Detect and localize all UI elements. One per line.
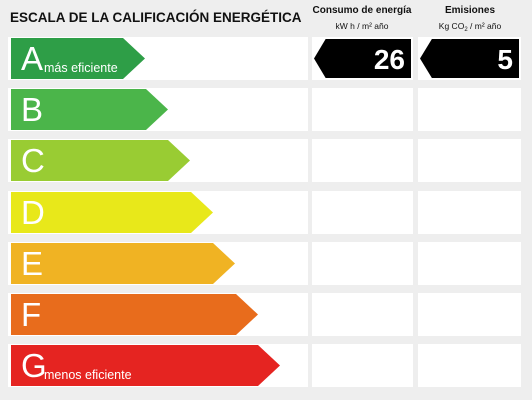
class-letter: F — [21, 296, 42, 333]
energy-cell-f — [312, 293, 413, 336]
label-title: ESCALA DE LA CALIFICACIÓN ENERGÉTICA — [10, 10, 302, 25]
class-letter: C — [21, 142, 45, 179]
energy-column-unit: kW h / m² año — [335, 21, 389, 31]
energy-value: 26 — [373, 44, 405, 75]
emissions-value: 5 — [497, 44, 513, 75]
emissions-column-unit: Kg CO2 / m² año — [418, 20, 522, 36]
class-arrow-c: C — [11, 140, 190, 181]
emissions-column-header: Emisiones Kg CO2 / m² año — [418, 5, 522, 36]
class-letter: A — [21, 40, 44, 77]
energy-cell-e — [312, 242, 413, 285]
emissions-unit-prefix: Kg CO — [438, 21, 465, 31]
emissions-unit-subscript: 2 — [464, 27, 468, 33]
emissions-cell-e — [418, 242, 521, 285]
emissions-cell-g — [418, 344, 521, 387]
class-arrow-b: B — [11, 89, 168, 130]
class-arrow-f: F — [11, 294, 258, 335]
class-caption: más eficiente — [44, 61, 118, 75]
emissions-cell-c — [418, 139, 521, 182]
emissions-column-title: Emisiones — [444, 5, 496, 16]
emissions-cell-d — [418, 191, 521, 234]
emissions-value-marker: 5 — [420, 39, 519, 78]
class-arrow-d: D — [11, 192, 213, 233]
energy-cell-g — [312, 344, 413, 387]
class-letter: E — [21, 245, 44, 282]
emissions-cell-f — [418, 293, 521, 336]
energy-column-header: Consumo de energía kW h / m² año — [312, 5, 412, 32]
class-caption: menos eficiente — [44, 368, 132, 382]
energy-cell-c — [312, 139, 413, 182]
energy-column-title: Consumo de energía — [312, 5, 412, 16]
energy-cell-d — [312, 191, 413, 234]
class-letter: B — [21, 91, 44, 128]
emissions-unit-suffix: / m² año — [467, 21, 502, 31]
class-arrow-e: E — [11, 243, 235, 284]
class-letter: D — [21, 194, 45, 231]
energy-cell-b — [312, 88, 413, 131]
class-letter: G — [21, 347, 47, 384]
emissions-cell-b — [418, 88, 521, 131]
energy-value-marker: 26 — [314, 39, 411, 78]
